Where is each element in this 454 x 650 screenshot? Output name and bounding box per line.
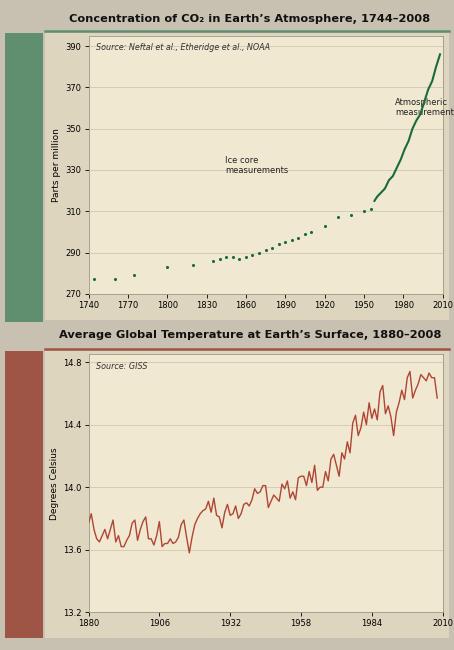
Text: Concentration of CO₂ in Earth’s Atmosphere, 1744–2008: Concentration of CO₂ in Earth’s Atmosphe… xyxy=(69,14,430,24)
Point xyxy=(249,250,256,260)
Text: Source: GISS: Source: GISS xyxy=(96,362,147,371)
Point xyxy=(131,270,138,280)
Text: Source: Neftal et al., Etheridge et al., NOAA: Source: Neftal et al., Etheridge et al.,… xyxy=(96,44,270,53)
Point xyxy=(90,274,98,285)
Y-axis label: Parts per million: Parts per million xyxy=(52,128,61,202)
Point xyxy=(275,239,282,250)
FancyBboxPatch shape xyxy=(5,351,43,638)
Point xyxy=(262,245,269,255)
Point xyxy=(268,243,276,254)
Point xyxy=(295,233,302,243)
Point xyxy=(347,210,355,220)
Point xyxy=(334,212,341,222)
Point xyxy=(216,254,223,264)
Text: Ice core
measurements: Ice core measurements xyxy=(225,156,288,175)
Point xyxy=(256,247,263,257)
Point xyxy=(229,252,237,262)
Point xyxy=(236,254,243,264)
FancyBboxPatch shape xyxy=(5,32,43,322)
Point xyxy=(242,252,250,262)
Point xyxy=(190,260,197,270)
Point xyxy=(163,262,171,272)
Point xyxy=(111,274,118,285)
Point xyxy=(321,220,328,231)
Point xyxy=(281,237,289,248)
Text: CONSEQUENCES OF GREENHOUSE GAS BUILDUP: CONSEQUENCES OF GREENHOUSE GAS BUILDUP xyxy=(21,419,27,599)
Point xyxy=(288,235,296,245)
Point xyxy=(360,206,368,216)
Point xyxy=(209,255,217,266)
Y-axis label: Degrees Celsius: Degrees Celsius xyxy=(50,447,59,519)
Text: MEASURING CLIMATE CHANGE: MEASURING CLIMATE CHANGE xyxy=(21,131,27,253)
Point xyxy=(367,204,374,214)
Text: Atmospheric
measurements: Atmospheric measurements xyxy=(395,98,454,117)
Point xyxy=(222,252,230,262)
Point xyxy=(301,229,309,239)
Text: Average Global Temperature at Earth’s Surface, 1880–2008: Average Global Temperature at Earth’s Su… xyxy=(59,330,441,340)
Point xyxy=(308,227,315,237)
